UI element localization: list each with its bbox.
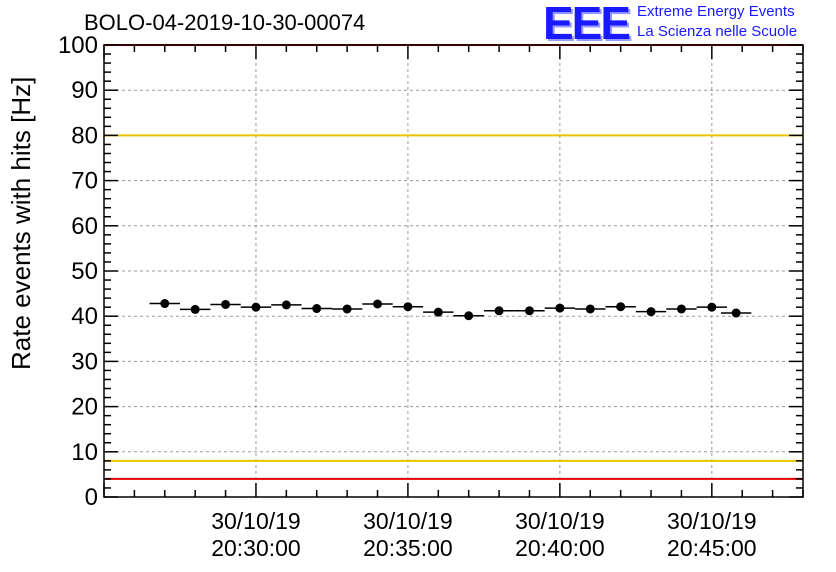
eee-logo-mark: EEE (543, 0, 631, 49)
data-point (616, 302, 626, 312)
data-point (494, 306, 504, 316)
y-tick-label: 10 (71, 439, 98, 466)
x-tick-label-time: 20:45:00 (667, 535, 757, 561)
y-tick-label: 70 (71, 168, 98, 195)
data-point (312, 304, 322, 314)
data-point (731, 308, 741, 318)
x-tick-label-date: 30/10/19 (211, 508, 301, 534)
eee-logo-text: Extreme Energy Events La Scienza nelle S… (637, 2, 797, 42)
data-point (585, 304, 595, 314)
data-point (403, 302, 413, 312)
logo-line-1: Extreme Energy Events (637, 3, 795, 20)
data-point (524, 306, 534, 316)
y-tick-label: 50 (71, 258, 98, 285)
x-tick-label-date: 30/10/19 (667, 508, 757, 534)
data-point (342, 304, 352, 314)
x-tick-label-time: 20:40:00 (515, 535, 605, 561)
data-point (464, 311, 474, 321)
x-tick-label-date: 30/10/19 (363, 508, 453, 534)
data-point (160, 299, 170, 309)
data-point (707, 302, 717, 312)
y-tick-label: 100 (58, 32, 98, 59)
data-point (281, 300, 291, 310)
y-tick-label: 30 (71, 348, 98, 375)
y-tick-label: 60 (71, 213, 98, 240)
y-axis-label: Rate events with hits [Hz] (6, 76, 36, 370)
data-point (221, 299, 231, 309)
y-tick-label: 0 (85, 484, 98, 511)
y-tick-label: 20 (71, 394, 98, 421)
y-tick-label: 80 (71, 122, 98, 149)
x-tick-label-time: 20:30:00 (211, 535, 301, 561)
y-axis-label-wrap: Rate events with hits [Hz] (6, 77, 36, 400)
x-tick-label-date: 30/10/19 (515, 508, 605, 534)
data-point (555, 303, 565, 313)
data-point (433, 307, 443, 317)
data-point (190, 304, 200, 314)
logo-line-2: La Scienza nelle Scuole (637, 23, 798, 40)
y-tick-label: 40 (71, 303, 98, 330)
data-point (676, 304, 686, 314)
data-point (373, 299, 383, 309)
y-tick-label: 90 (71, 77, 98, 104)
x-tick-label-time: 20:35:00 (363, 535, 453, 561)
data-point (251, 302, 261, 312)
chart-title: BOLO-04-2019-10-30-00074 (84, 10, 366, 35)
data-point (646, 307, 656, 317)
